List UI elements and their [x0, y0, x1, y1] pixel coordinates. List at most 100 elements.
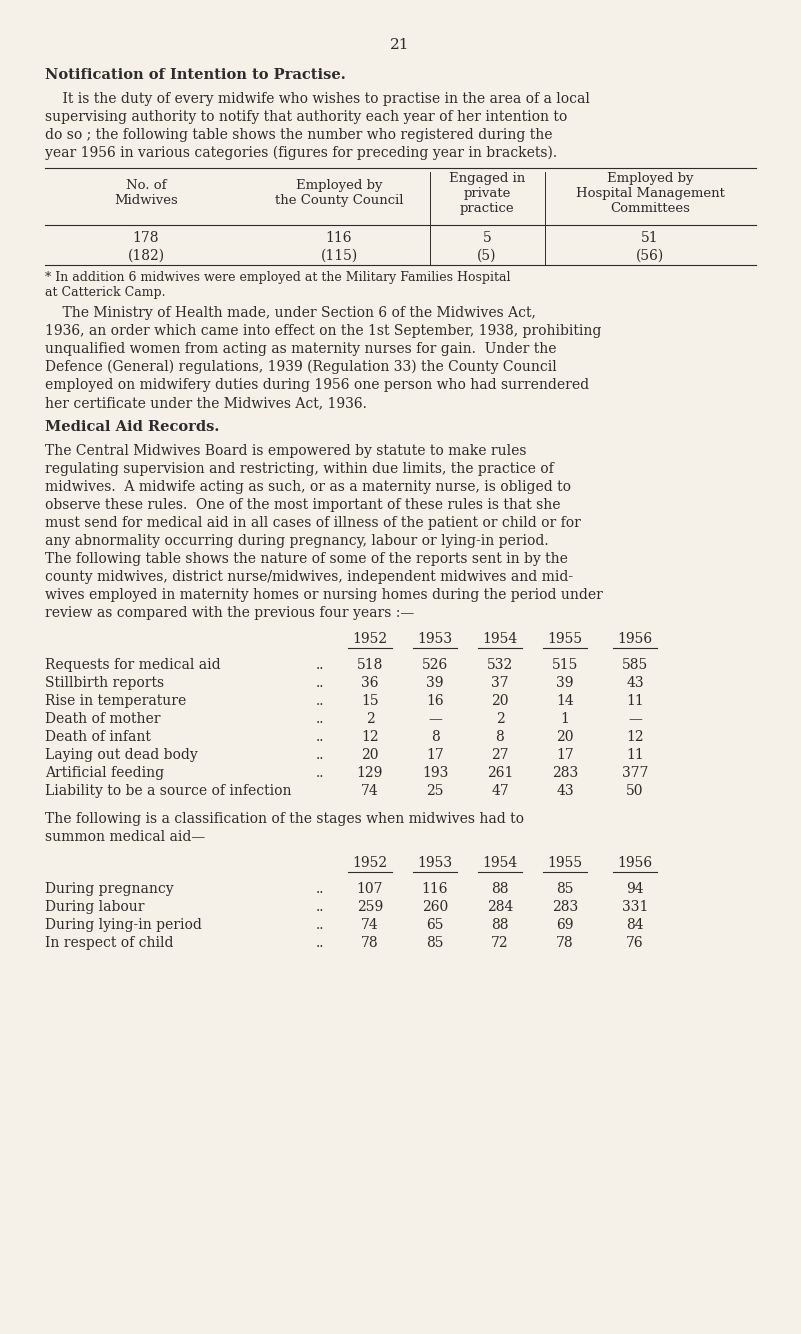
Text: 259: 259 [357, 900, 383, 914]
Text: 88: 88 [491, 918, 509, 932]
Text: 1955: 1955 [547, 856, 582, 870]
Text: 27: 27 [491, 748, 509, 762]
Text: do so ; the following table shows the number who registered during the: do so ; the following table shows the nu… [45, 128, 553, 141]
Text: 39: 39 [426, 676, 444, 690]
Text: must send for medical aid in all cases of illness of the patient or child or for: must send for medical aid in all cases o… [45, 516, 581, 530]
Text: 8: 8 [431, 730, 440, 744]
Text: 1952: 1952 [352, 856, 388, 870]
Text: Hospital Management: Hospital Management [576, 187, 724, 200]
Text: 78: 78 [556, 936, 574, 950]
Text: (5): (5) [477, 249, 497, 263]
Text: supervising authority to notify that authority each year of her intention to: supervising authority to notify that aut… [45, 109, 567, 124]
Text: 65: 65 [426, 918, 444, 932]
Text: 515: 515 [552, 658, 578, 672]
Text: 1956: 1956 [618, 632, 653, 646]
Text: ..: .. [316, 936, 324, 950]
Text: 283: 283 [552, 766, 578, 780]
Text: 1953: 1953 [417, 632, 453, 646]
Text: 5: 5 [483, 231, 491, 245]
Text: 72: 72 [491, 936, 509, 950]
Text: 69: 69 [556, 918, 574, 932]
Text: * In addition 6 midwives were employed at the Military Families Hospital: * In addition 6 midwives were employed a… [45, 271, 510, 284]
Text: her certificate under the Midwives Act, 1936.: her certificate under the Midwives Act, … [45, 396, 367, 410]
Text: Death of mother: Death of mother [45, 712, 160, 726]
Text: During pregnancy: During pregnancy [45, 882, 174, 896]
Text: 76: 76 [626, 936, 644, 950]
Text: county midwives, district nurse/midwives, independent midwives and mid-: county midwives, district nurse/midwives… [45, 570, 574, 584]
Text: 85: 85 [556, 882, 574, 896]
Text: ..: .. [316, 694, 324, 708]
Text: 47: 47 [491, 784, 509, 798]
Text: Medical Aid Records.: Medical Aid Records. [45, 420, 219, 434]
Text: 36: 36 [361, 676, 379, 690]
Text: 17: 17 [556, 748, 574, 762]
Text: Liability to be a source of infection: Liability to be a source of infection [45, 784, 292, 798]
Text: 12: 12 [361, 730, 379, 744]
Text: 94: 94 [626, 882, 644, 896]
Text: year 1956 in various categories (figures for preceding year in brackets).: year 1956 in various categories (figures… [45, 145, 557, 160]
Text: 1: 1 [561, 712, 570, 726]
Text: Death of infant: Death of infant [45, 730, 151, 744]
Text: 37: 37 [491, 676, 509, 690]
Text: ..: .. [316, 712, 324, 726]
Text: Rise in temperature: Rise in temperature [45, 694, 187, 708]
Text: ..: .. [316, 882, 324, 896]
Text: The following table shows the nature of some of the reports sent in by the: The following table shows the nature of … [45, 552, 568, 566]
Text: Defence (General) regulations, 1939 (Regulation 33) the County Council: Defence (General) regulations, 1939 (Reg… [45, 360, 557, 375]
Text: 12: 12 [626, 730, 644, 744]
Text: any abnormality occurring during pregnancy, labour or lying-in period.: any abnormality occurring during pregnan… [45, 534, 549, 548]
Text: 585: 585 [622, 658, 648, 672]
Text: summon medical aid—: summon medical aid— [45, 830, 205, 844]
Text: 1936, an order which came into effect on the 1st September, 1938, prohibiting: 1936, an order which came into effect on… [45, 324, 602, 338]
Text: During lying-in period: During lying-in period [45, 918, 202, 932]
Text: 1953: 1953 [417, 856, 453, 870]
Text: ..: .. [316, 676, 324, 690]
Text: 283: 283 [552, 900, 578, 914]
Text: Laying out dead body: Laying out dead body [45, 748, 198, 762]
Text: 39: 39 [556, 676, 574, 690]
Text: 74: 74 [361, 784, 379, 798]
Text: 1952: 1952 [352, 632, 388, 646]
Text: 20: 20 [491, 694, 509, 708]
Text: regulating supervision and restricting, within due limits, the practice of: regulating supervision and restricting, … [45, 462, 553, 476]
Text: 16: 16 [426, 694, 444, 708]
Text: 518: 518 [356, 658, 383, 672]
Text: 50: 50 [626, 784, 644, 798]
Text: private: private [463, 187, 511, 200]
Text: 2: 2 [365, 712, 374, 726]
Text: 1954: 1954 [482, 856, 517, 870]
Text: (115): (115) [320, 249, 357, 263]
Text: 43: 43 [556, 784, 574, 798]
Text: ..: .. [316, 766, 324, 780]
Text: 116: 116 [422, 882, 449, 896]
Text: 377: 377 [622, 766, 648, 780]
Text: 14: 14 [556, 694, 574, 708]
Text: Employed by: Employed by [606, 172, 693, 185]
Text: 116: 116 [326, 231, 352, 245]
Text: 284: 284 [487, 900, 513, 914]
Text: 1956: 1956 [618, 856, 653, 870]
Text: Committees: Committees [610, 201, 690, 215]
Text: 25: 25 [426, 784, 444, 798]
Text: 84: 84 [626, 918, 644, 932]
Text: 178: 178 [133, 231, 159, 245]
Text: Requests for medical aid: Requests for medical aid [45, 658, 220, 672]
Text: —: — [428, 712, 442, 726]
Text: The following is a classification of the stages when midwives had to: The following is a classification of the… [45, 812, 524, 826]
Text: 526: 526 [422, 658, 448, 672]
Text: ..: .. [316, 658, 324, 672]
Text: The Central Midwives Board is empowered by statute to make rules: The Central Midwives Board is empowered … [45, 444, 526, 458]
Text: ..: .. [316, 918, 324, 932]
Text: 261: 261 [487, 766, 513, 780]
Text: wives employed in maternity homes or nursing homes during the period under: wives employed in maternity homes or nur… [45, 588, 603, 602]
Text: 74: 74 [361, 918, 379, 932]
Text: The Ministry of Health made, under Section 6 of the Midwives Act,: The Ministry of Health made, under Secti… [45, 305, 536, 320]
Text: Notification of Intention to Practise.: Notification of Intention to Practise. [45, 68, 346, 81]
Text: ..: .. [316, 900, 324, 914]
Text: 532: 532 [487, 658, 513, 672]
Text: 51: 51 [641, 231, 658, 245]
Text: Stillbirth reports: Stillbirth reports [45, 676, 164, 690]
Text: employed on midwifery duties during 1956 one person who had surrendered: employed on midwifery duties during 1956… [45, 378, 589, 392]
Text: In respect of child: In respect of child [45, 936, 174, 950]
Text: 1954: 1954 [482, 632, 517, 646]
